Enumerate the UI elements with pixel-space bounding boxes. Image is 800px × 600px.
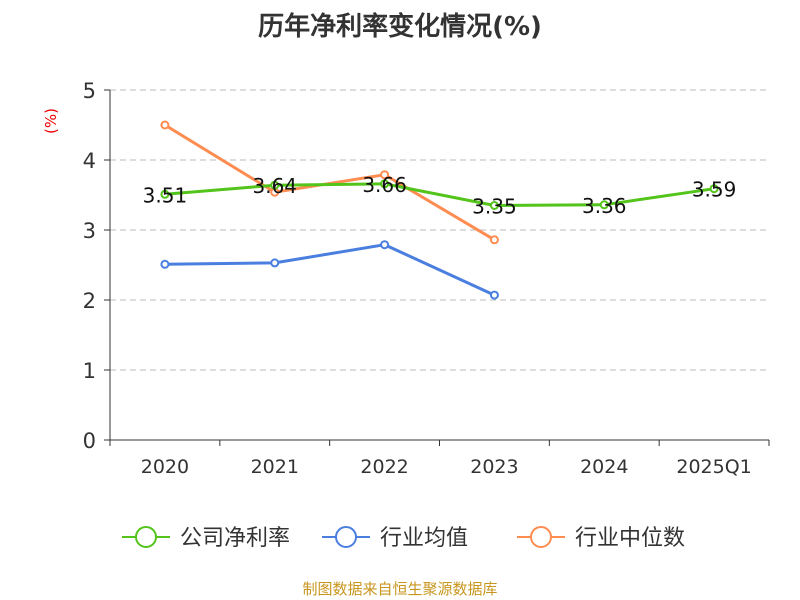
data-point: [160, 120, 170, 130]
chart-title: 历年净利率变化情况(%): [258, 12, 542, 42]
chart: 0 1 2 3 4 5 2020 2021 2022 2023 2024 2025Q1 3.51 3.64…: [83, 79, 770, 551]
legend-label: 公司净利率: [180, 526, 290, 551]
data-label: 3.51: [143, 183, 188, 207]
data-label: 3.59: [692, 178, 737, 202]
data-point: [489, 235, 499, 245]
data-point: [270, 180, 280, 190]
data-point: [489, 201, 499, 210]
data-point: [380, 240, 390, 250]
x-tick-label: 2022: [360, 456, 408, 478]
data-point: [160, 189, 170, 199]
source-footer: 制图数据来自恒生聚源数据库: [302, 580, 498, 598]
y-tick-label: 4: [83, 149, 96, 173]
y-tick-label: 5: [83, 79, 96, 103]
x-tick-label: 2020: [141, 456, 189, 478]
data-point: [489, 290, 499, 300]
x-tick-label: 2024: [580, 456, 628, 478]
y-tick-label: 0: [83, 429, 96, 453]
legend-label: 行业中位数: [575, 526, 685, 551]
y-tick-label: 3: [83, 219, 96, 243]
legend-label: 行业均值: [380, 526, 468, 551]
x-tick-label: 2023: [470, 456, 518, 478]
y-tick-label: 1: [83, 359, 96, 383]
data-label: 3.35: [472, 195, 517, 219]
y-tick-label: 2: [83, 289, 96, 313]
data-label: 3.64: [252, 174, 297, 198]
legend-marker: [135, 526, 157, 548]
x-tick-label: 2025Q1: [676, 456, 751, 478]
x-tick-label: 2021: [251, 456, 299, 478]
data-point: [599, 200, 609, 210]
data-label: 3.66: [362, 173, 407, 197]
legend-marker: [530, 526, 552, 548]
series-line: [164, 243, 496, 297]
data-point: [709, 184, 719, 194]
data-point: [160, 259, 170, 269]
series-line: [164, 123, 496, 242]
data-point: [270, 258, 280, 268]
data-point: [380, 179, 390, 189]
series-line: [164, 182, 715, 208]
legend-marker: [335, 526, 357, 548]
data-point: [380, 170, 390, 180]
data-label: 3.36: [582, 194, 627, 218]
